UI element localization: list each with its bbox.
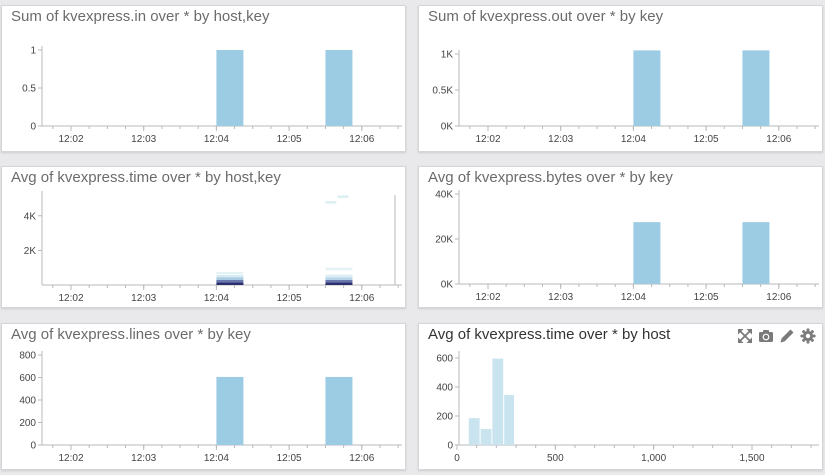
panel-toolbar: [737, 328, 816, 344]
bar: [633, 222, 661, 284]
panel-title: Avg of kvexpress.time over * by host: [428, 326, 671, 343]
x-tick-label: 12:05: [694, 134, 719, 145]
heatmap-cell: [325, 277, 353, 280]
expand-icon[interactable]: [737, 328, 753, 344]
x-tick-label: 12:04: [204, 293, 229, 304]
x-tick-label: 12:06: [349, 134, 374, 145]
bar: [325, 50, 353, 126]
panel-kvexpress-bytes[interactable]: Avg of kvexpress.bytes over * by key 0K 2…: [418, 166, 823, 308]
bar: [468, 418, 480, 445]
x-tick-label: 500: [547, 453, 564, 464]
x-tick-label: 12:03: [131, 293, 156, 304]
x-tick-label: 12:03: [131, 134, 156, 145]
x-tick-label: 12:05: [694, 292, 719, 303]
panel-kvexpress-time-host-key[interactable]: Avg of kvexpress.time over * by host,key…: [1, 166, 406, 308]
x-tick-label: 12:04: [621, 292, 646, 303]
x-tick-label: 0: [454, 453, 460, 464]
y-tick-label: 400: [19, 396, 36, 407]
heatmap-cell: [325, 267, 353, 271]
chart-kvexpress-bytes[interactable]: 0K 20K 40K 12:02 12:03 12:04 12:05 12:06: [419, 167, 823, 308]
bar: [633, 50, 661, 126]
panel-kvexpress-time-host[interactable]: Avg of kvexpress.time over * by host: [418, 323, 823, 470]
y-tick-label: 0: [30, 441, 36, 452]
gear-icon[interactable]: [800, 328, 816, 344]
heatmap-cell: [325, 282, 353, 285]
heatmap-cell: [216, 271, 244, 275]
chart-kvexpress-time-host[interactable]: 0 200 400 600 0 500 1,000 1,500: [419, 324, 823, 470]
x-tick-label: 12:03: [548, 292, 573, 303]
y-tick-label: 400: [436, 382, 453, 393]
x-tick-label: 12:04: [204, 134, 229, 145]
camera-icon[interactable]: [758, 328, 774, 344]
x-tick-label: 12:03: [131, 453, 156, 464]
bar: [742, 50, 770, 126]
heatmap-cell: [325, 274, 353, 278]
x-tick-label: 12:06: [349, 293, 374, 304]
chart-kvexpress-lines[interactable]: 0 200 400 600 800 12:02 12:03 12:04 12:05 12:06: [2, 324, 406, 470]
y-tick-label: 1K: [441, 50, 454, 61]
y-tick-label: 2K: [24, 246, 37, 257]
x-tick-label: 12:04: [621, 134, 646, 145]
bar: [480, 429, 492, 445]
y-tick-label: 4K: [24, 211, 37, 222]
panel-title: Sum of kvexpress.out over * by key: [428, 8, 664, 25]
chart-kvexpress-time-host-key[interactable]: 2K 4K 12:02 12:03 12:04 12:05 12:06: [2, 167, 406, 308]
bar: [216, 50, 244, 126]
x-tick-label: 12:04: [204, 453, 229, 464]
y-tick-label: 1: [30, 46, 36, 57]
x-tick-label: 12:06: [766, 292, 791, 303]
x-tick-label: 12:05: [277, 293, 302, 304]
x-tick-label: 1,000: [641, 453, 666, 464]
y-tick-label: 0K: [441, 122, 454, 133]
x-tick-label: 12:06: [766, 134, 791, 145]
heatmap-cell: [325, 201, 337, 204]
bar: [216, 376, 244, 445]
x-tick-label: 12:02: [475, 292, 500, 303]
panel-kvexpress-out[interactable]: Sum of kvexpress.out over * by key 0K 0.5…: [418, 5, 823, 152]
pencil-icon[interactable]: [779, 328, 795, 344]
y-tick-label: 0.5: [22, 84, 36, 95]
x-tick-label: 1,500: [739, 453, 764, 464]
bar: [504, 394, 515, 445]
y-tick-label: 0: [30, 122, 36, 133]
y-tick-label: 200: [19, 418, 36, 429]
bar: [325, 376, 353, 445]
x-tick-label: 12:02: [475, 134, 500, 145]
x-tick-label: 12:03: [548, 134, 573, 145]
bar: [492, 358, 504, 445]
y-tick-label: 40K: [435, 190, 453, 201]
y-tick-label: 20K: [435, 235, 453, 246]
heatmap-cell: [216, 282, 244, 285]
heatmap-cell: [216, 279, 244, 283]
y-tick-label: 800: [19, 351, 36, 362]
heatmap-cell: [216, 274, 244, 278]
panel-title: Sum of kvexpress.in over * by host,key: [11, 8, 270, 25]
y-tick-label: 0.5K: [432, 86, 453, 97]
y-tick-label: 600: [436, 353, 453, 364]
panel-kvexpress-in[interactable]: Sum of kvexpress.in over * by host,key 0…: [1, 5, 406, 152]
y-tick-label: 600: [19, 373, 36, 384]
y-tick-label: 0: [447, 441, 453, 452]
x-tick-label: 12:02: [58, 134, 83, 145]
panel-kvexpress-lines[interactable]: Avg of kvexpress.lines over * by key 0 20…: [1, 323, 406, 470]
heatmap-cell: [337, 195, 349, 198]
heatmap-cell: [325, 279, 353, 283]
panel-title: Avg of kvexpress.bytes over * by key: [428, 169, 673, 186]
bar: [742, 222, 770, 284]
y-tick-label: 200: [436, 411, 453, 422]
panel-title: Avg of kvexpress.time over * by host,key: [11, 169, 281, 186]
chart-kvexpress-out[interactable]: 0K 0.5K 1K 12:02 12:03 12:04 12:05 12:06: [419, 6, 823, 152]
x-tick-label: 12:02: [58, 293, 83, 304]
x-tick-label: 12:05: [277, 134, 302, 145]
heatmap-cell: [216, 277, 244, 280]
x-tick-label: 12:02: [58, 453, 83, 464]
x-tick-label: 12:05: [277, 453, 302, 464]
x-tick-label: 12:06: [349, 453, 374, 464]
y-tick-label: 0K: [441, 280, 454, 291]
chart-kvexpress-in[interactable]: 0 0.5 1 12:02 12:03 12:04 12:05 12:06: [2, 6, 406, 152]
panel-title: Avg of kvexpress.lines over * by key: [11, 326, 251, 343]
